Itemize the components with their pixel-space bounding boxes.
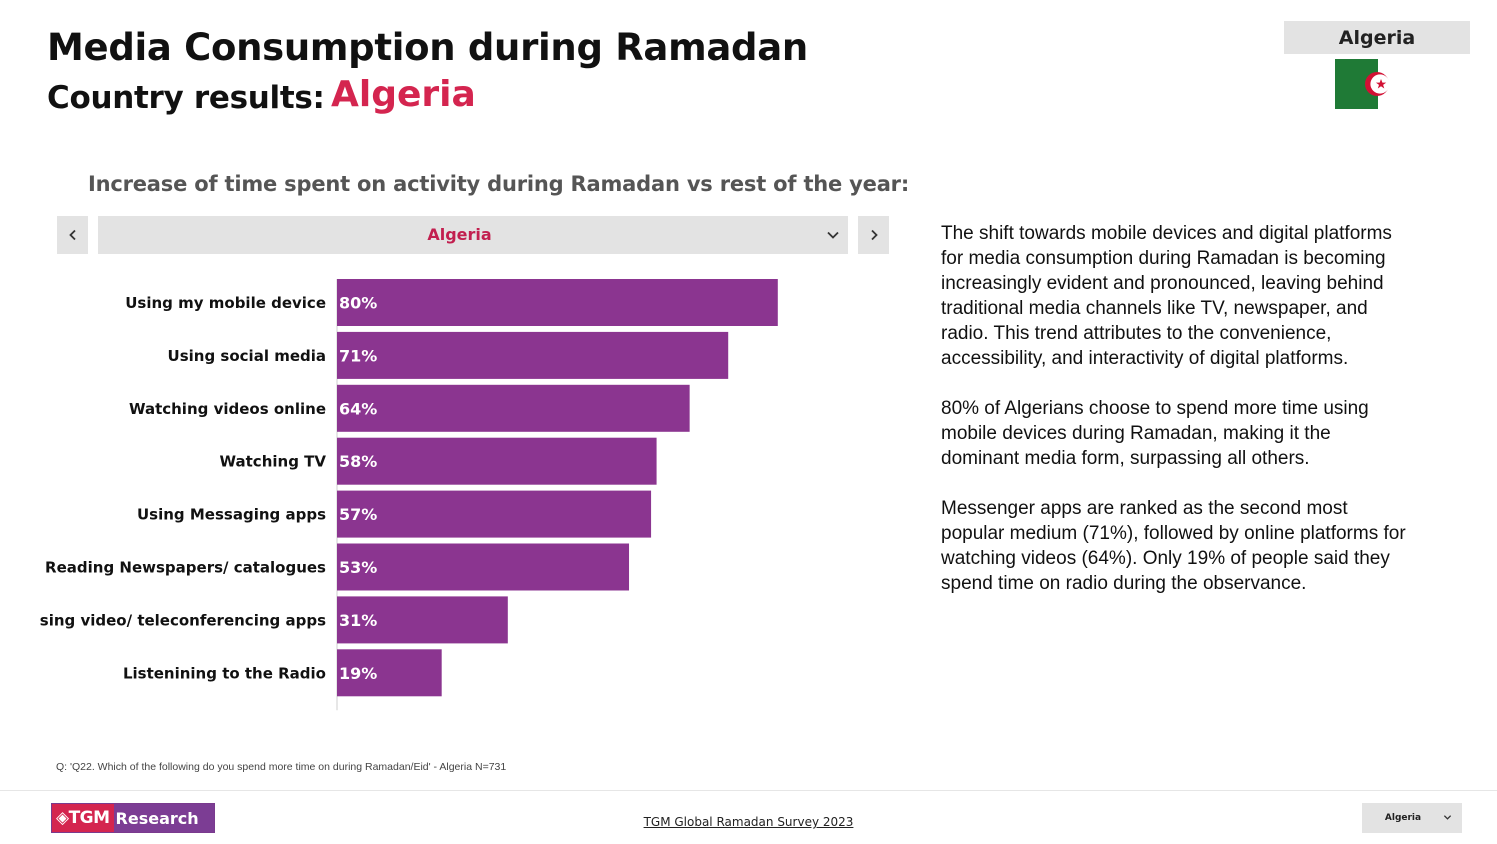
category-label: Using Messaging apps	[137, 506, 326, 524]
category-label: Listenining to the Radio	[123, 664, 326, 682]
survey-footnote: Q: 'Q22. Which of the following do you s…	[56, 761, 507, 773]
country-results-label: Country results:	[47, 80, 325, 116]
category-label: Reading Newspapers/ catalogues	[45, 559, 326, 577]
country-name: Algeria	[331, 74, 476, 115]
insight-paragraph: 80% of Algerians choose to spend more ti…	[941, 398, 1369, 469]
bar[interactable]	[337, 279, 778, 326]
category-label: Watching TV	[220, 453, 327, 471]
bar[interactable]	[337, 649, 442, 697]
logo-mark: ◈TGM	[52, 804, 114, 832]
country-badge: Algeria	[1284, 21, 1470, 54]
category-label: Watching videos online	[129, 400, 326, 418]
bar[interactable]	[337, 596, 508, 644]
bar[interactable]	[337, 437, 657, 485]
tgm-research-logo[interactable]: ◈TGM Research	[51, 803, 215, 833]
insights-panel: The shift towards mobile devices and dig…	[941, 221, 1411, 621]
bar-chart: Using my mobile device 80% Using social me…	[28, 270, 860, 715]
bar[interactable]	[337, 543, 630, 591]
country-dropdown[interactable]: Algeria	[98, 216, 848, 254]
footer: ◈TGM Research TGM Global Ramadan Survey …	[0, 790, 1497, 844]
country-dropdown-value: Algeria	[427, 225, 492, 244]
insight-paragraph: The shift towards mobile devices and dig…	[941, 223, 1392, 369]
chevron-down-icon	[827, 231, 839, 239]
bar[interactable]	[337, 384, 690, 432]
data-label: 31%	[339, 611, 377, 630]
data-label: 53%	[339, 558, 377, 577]
logo-wordmark: Research	[113, 804, 214, 832]
page-title: Media Consumption during Ramadan	[47, 26, 808, 69]
category-label: Using my mobile device	[125, 294, 326, 312]
data-label: 80%	[339, 294, 377, 313]
previous-country-button[interactable]	[57, 216, 88, 254]
category-label: Using video/ teleconferencing apps	[40, 611, 326, 629]
data-label: 57%	[339, 505, 377, 524]
footer-country-select[interactable]: Algeria	[1362, 803, 1462, 833]
data-label: 64%	[339, 399, 377, 418]
insight-paragraph: Messenger apps are ranked as the second …	[941, 498, 1406, 594]
chart-heading: Increase of time spent on activity durin…	[88, 172, 910, 196]
next-country-button[interactable]	[858, 216, 889, 254]
footer-country-select-value: Algeria	[1384, 813, 1422, 823]
category-label: Using social media	[168, 347, 326, 365]
chevron-right-icon	[870, 229, 878, 241]
data-label: 71%	[339, 346, 377, 365]
bar[interactable]	[337, 490, 652, 538]
survey-link[interactable]: TGM Global Ramadan Survey 2023	[643, 815, 854, 829]
chevron-down-icon	[1443, 815, 1452, 820]
bar[interactable]	[337, 331, 729, 379]
data-label: 58%	[339, 452, 377, 471]
chevron-left-icon	[68, 229, 76, 241]
algeria-flag-icon	[1335, 59, 1390, 109]
data-label: 19%	[339, 664, 377, 683]
